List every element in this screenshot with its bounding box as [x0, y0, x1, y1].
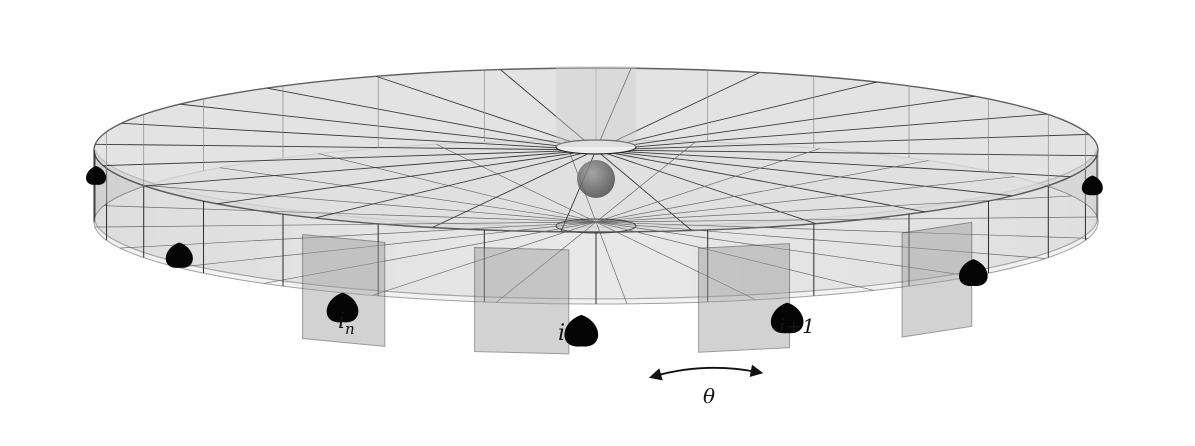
center-particle [577, 160, 615, 198]
compartment-panel [302, 233, 386, 347]
compartment-panels [302, 221, 973, 355]
label-i-plus-1: i+1 [779, 314, 815, 338]
particle [86, 166, 107, 185]
hub-column [556, 66, 636, 147]
particle [564, 314, 599, 347]
label-i-n: in [338, 309, 355, 338]
particle [326, 292, 359, 323]
particle [165, 242, 193, 268]
hub-bottom-ellipse [555, 218, 637, 234]
rotation-arrow [648, 364, 764, 381]
compartment-panel [474, 247, 570, 355]
compartment-panel [698, 243, 791, 353]
particle [770, 302, 804, 334]
particle [959, 259, 988, 287]
particles [86, 166, 1103, 347]
hub-top-ellipse [555, 139, 637, 155]
compartment-panel [901, 221, 973, 338]
label-i: i [558, 321, 565, 346]
radial-chord-lower [94, 216, 1098, 228]
label-theta: θ [703, 384, 715, 408]
particle [1081, 175, 1103, 196]
